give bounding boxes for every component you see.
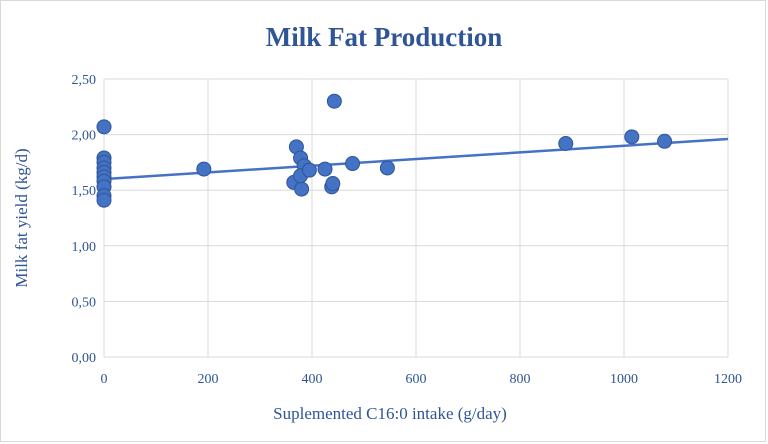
data-point bbox=[624, 129, 640, 145]
y-tick-label: 0,50 bbox=[72, 295, 97, 310]
y-tick-label: 1,50 bbox=[72, 184, 97, 199]
data-point bbox=[301, 162, 317, 178]
x-tick-label: 200 bbox=[198, 372, 219, 387]
data-point bbox=[96, 119, 112, 135]
x-axis-label: Suplemented C16:0 intake (g/day) bbox=[273, 404, 507, 423]
x-tick-label: 800 bbox=[510, 372, 531, 387]
x-tick-label: 600 bbox=[406, 372, 427, 387]
x-tick-label: 1000 bbox=[610, 372, 638, 387]
chart-title: Milk Fat Production bbox=[266, 22, 503, 52]
x-tick-label: 1200 bbox=[714, 372, 742, 387]
data-point bbox=[317, 161, 333, 177]
data-point bbox=[558, 135, 574, 151]
data-points bbox=[96, 93, 673, 208]
data-point bbox=[294, 181, 310, 197]
y-tick-label: 2,50 bbox=[72, 73, 97, 88]
y-axis-label: Milk fat yield (kg/d) bbox=[12, 148, 31, 287]
x-tick-labels: 0 200 400 600 800 1000 1200 bbox=[101, 372, 743, 387]
y-tick-labels: 0,00 0,50 1,00 1,50 2,00 2,50 bbox=[72, 73, 97, 366]
data-point bbox=[379, 160, 395, 176]
data-point bbox=[657, 133, 673, 149]
x-tick-label: 400 bbox=[302, 372, 323, 387]
data-point bbox=[196, 161, 212, 177]
data-point bbox=[345, 156, 361, 172]
data-point bbox=[96, 192, 112, 208]
x-tick-label: 0 bbox=[101, 372, 108, 387]
y-tick-label: 2,00 bbox=[72, 129, 97, 144]
y-tick-label: 0,00 bbox=[72, 351, 97, 366]
y-tick-label: 1,00 bbox=[72, 240, 97, 255]
data-point bbox=[326, 93, 342, 109]
gridlines bbox=[103, 78, 729, 358]
data-point bbox=[325, 176, 341, 192]
